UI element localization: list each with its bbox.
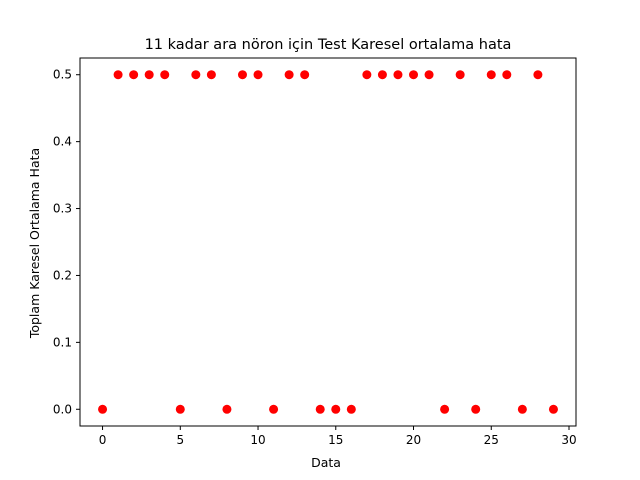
data-points: [98, 70, 558, 414]
y-axis-label: Toplam Karesel Ortalama Hata: [27, 148, 42, 339]
axes-frame: [79, 57, 577, 427]
data-point: [160, 70, 170, 80]
x-tick-label: 10: [250, 433, 265, 447]
x-tick-label: 5: [176, 433, 184, 447]
data-point: [253, 70, 263, 80]
x-tick-label: 20: [406, 433, 421, 447]
x-tick-label: 0: [99, 433, 107, 447]
y-axis-ticks: 0.0 0.1 0.2 0.3 0.4 0.5: [53, 68, 80, 416]
chart-title: 11 kadar ara nöron için Test Karesel ort…: [145, 37, 512, 53]
data-point: [362, 70, 372, 80]
data-point: [300, 70, 310, 80]
x-tick-label: 25: [484, 433, 499, 447]
data-point: [98, 404, 108, 414]
data-point: [486, 70, 496, 80]
data-point: [548, 404, 558, 414]
data-point: [533, 70, 543, 80]
y-tick-label: 0.4: [53, 135, 72, 149]
y-tick-label: 0.3: [53, 202, 72, 216]
y-tick-label: 0.2: [53, 268, 72, 282]
y-tick-label: 0.5: [53, 68, 72, 82]
y-tick-label: 0.1: [53, 335, 72, 349]
x-tick-label: 15: [328, 433, 343, 447]
data-point: [129, 70, 139, 80]
data-point: [191, 70, 201, 80]
x-tick-label: 30: [561, 433, 576, 447]
data-point: [517, 404, 527, 414]
data-point: [377, 70, 387, 80]
data-point: [440, 404, 450, 414]
y-tick-label: 0.0: [53, 402, 72, 416]
data-point: [471, 404, 481, 414]
x-axis-ticks: 0 5 10 15 20 25 30: [99, 426, 577, 447]
data-point: [237, 70, 247, 80]
data-point: [206, 70, 216, 80]
data-point: [455, 70, 465, 80]
data-point: [393, 70, 403, 80]
data-point: [502, 70, 512, 80]
data-point: [331, 404, 341, 414]
data-point: [269, 404, 279, 414]
data-point: [315, 404, 325, 414]
x-axis-label: Data: [311, 455, 341, 470]
data-point: [113, 70, 123, 80]
data-point: [175, 404, 185, 414]
data-point: [424, 70, 434, 80]
data-point: [346, 404, 356, 414]
data-point: [284, 70, 294, 80]
data-point: [144, 70, 154, 80]
data-point: [409, 70, 419, 80]
data-point: [222, 404, 232, 414]
